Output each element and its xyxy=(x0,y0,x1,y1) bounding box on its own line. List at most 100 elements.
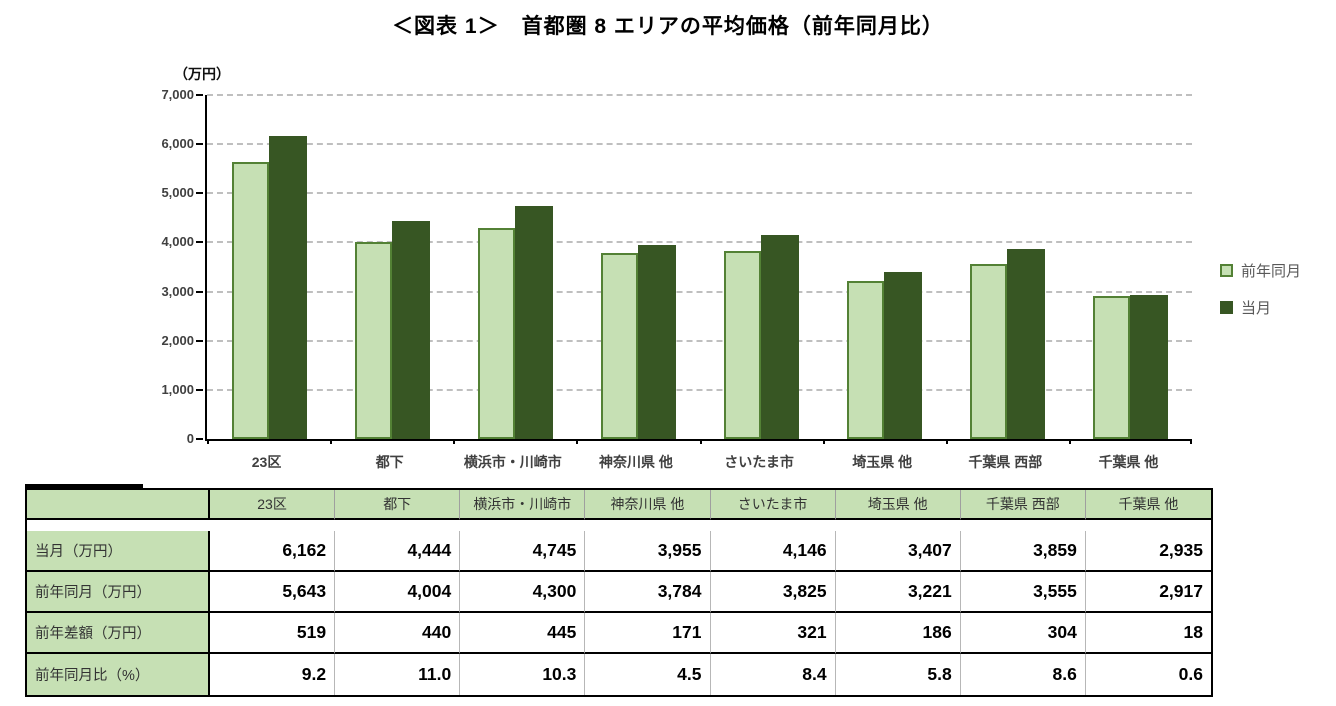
bar-prev-year-month xyxy=(970,264,1008,439)
gridline xyxy=(207,94,1192,96)
table-cell: 4.5 xyxy=(585,654,711,695)
table-cell: 321 xyxy=(710,613,836,654)
table-column-header: さいたま市 xyxy=(710,490,836,520)
table-cell: 4,004 xyxy=(335,572,461,613)
table-cell: 3,221 xyxy=(835,572,961,613)
table-row-label: 前年差額（万円） xyxy=(27,613,210,654)
gridline xyxy=(207,339,1192,342)
category-label: 埼玉県 他 xyxy=(852,454,913,470)
y-tick-mark xyxy=(196,438,203,440)
x-tick-mark xyxy=(330,439,333,444)
y-tick-label: 5,000 xyxy=(161,185,194,201)
bar-group xyxy=(576,95,699,439)
legend-item: 当月 xyxy=(1220,297,1301,318)
bar-prev-year-month xyxy=(724,251,762,439)
table-corner-cell xyxy=(27,490,210,520)
legend-item: 前年同月 xyxy=(1220,260,1301,281)
category-label: 千葉県 西部 xyxy=(968,454,1043,470)
table-cell: 3,784 xyxy=(585,572,711,613)
gridline xyxy=(207,192,1192,195)
table-top-accent xyxy=(25,484,143,489)
bar-current-month xyxy=(1130,295,1169,439)
table-column-header: 千葉県 他 xyxy=(1085,490,1211,520)
legend-swatch-prev-year-month xyxy=(1220,264,1233,277)
gridline xyxy=(207,388,1192,391)
table-cell: 440 xyxy=(335,613,461,654)
legend-swatch-current-month xyxy=(1220,301,1233,314)
category-label: 都下 xyxy=(375,454,404,470)
bar-group xyxy=(207,95,330,439)
table-column-header: 埼玉県 他 xyxy=(835,490,961,520)
x-tick-mark xyxy=(822,439,825,444)
y-tick-mark xyxy=(196,241,203,244)
legend-item-label: 当月 xyxy=(1241,300,1272,317)
x-tick-mark xyxy=(945,439,948,444)
bar-current-month xyxy=(761,235,800,439)
y-tick-mark xyxy=(196,94,203,96)
table-cell: 519 xyxy=(210,613,336,654)
table-cell: 3,955 xyxy=(585,531,711,572)
table-cell: 304 xyxy=(960,613,1086,654)
bar-group xyxy=(453,95,576,439)
table-column-header: 都下 xyxy=(335,490,461,520)
bar-group xyxy=(1069,95,1192,439)
bar-prev-year-month xyxy=(231,162,269,439)
bar-prev-year-month xyxy=(600,253,638,439)
y-tick-label: 4,000 xyxy=(161,234,194,250)
y-tick-mark xyxy=(196,388,203,391)
table-column-header: 神奈川県 他 xyxy=(585,490,711,520)
data-table: 23区 都下 横浜市・川崎市 神奈川県 他さいたま市 埼玉県 他千葉県 西部 千葉県 他当… xyxy=(25,488,1213,697)
bar-current-month xyxy=(391,221,430,439)
bar-current-month xyxy=(884,272,923,439)
table-column-header: 23区 xyxy=(210,490,336,520)
y-tick-mark xyxy=(196,339,203,342)
category-label: 23区 xyxy=(251,454,282,470)
y-tick-label: 6,000 xyxy=(161,136,194,152)
table-cell: 4,745 xyxy=(460,531,586,572)
bar-group xyxy=(700,95,823,439)
table-cell: 11.0 xyxy=(335,654,461,695)
y-axis-title: （万円） xyxy=(174,66,230,82)
table-cell: 10.3 xyxy=(460,654,586,695)
bar-current-month xyxy=(268,136,307,439)
category-label: 千葉県 他 xyxy=(1098,454,1159,470)
table-cell: 5,643 xyxy=(210,572,336,613)
table-row-label: 前年同月比（%） xyxy=(27,654,210,695)
table-cell: 4,300 xyxy=(460,572,586,613)
table-cell: 6,162 xyxy=(210,531,336,572)
x-tick-mark xyxy=(453,439,456,444)
table-cell: 8.6 xyxy=(961,654,1086,695)
table-cell: 4,146 xyxy=(710,531,836,572)
table-cell: 3,555 xyxy=(960,572,1086,613)
table-cell: 4,444 xyxy=(335,531,461,572)
y-tick-mark xyxy=(196,290,203,293)
table-cell: 18 xyxy=(1085,613,1211,654)
table-cell: 9.2 xyxy=(210,654,336,695)
table-row-label: 前年同月（万円） xyxy=(27,572,210,613)
legend-item-label: 前年同月 xyxy=(1241,263,1302,280)
plot-area xyxy=(205,94,1192,444)
bar-current-month xyxy=(637,245,676,439)
y-tick-mark xyxy=(196,143,203,146)
bar-prev-year-month xyxy=(477,228,515,439)
x-tick-mark xyxy=(1190,439,1192,444)
y-tick-label: 0 xyxy=(186,431,194,446)
table-cell: 0.6 xyxy=(1178,664,1203,684)
bar-prev-year-month xyxy=(847,281,885,439)
bar-current-month xyxy=(514,206,553,439)
bar-prev-year-month xyxy=(1093,296,1131,439)
bar-group xyxy=(823,95,946,439)
table-cell: 2,935 xyxy=(1085,531,1211,572)
table-cell: 171 xyxy=(585,613,711,654)
legend: 前年同月 当月 xyxy=(1220,260,1301,334)
y-tick-label: 2,000 xyxy=(161,332,194,348)
gridline xyxy=(207,241,1192,244)
table-column-header: 横浜市・川崎市 xyxy=(460,490,586,520)
x-tick-mark xyxy=(699,439,702,444)
gridline xyxy=(207,290,1192,293)
x-tick-mark xyxy=(576,439,579,444)
bar-group xyxy=(946,95,1069,439)
x-tick-mark xyxy=(207,439,209,444)
table-cell: 186 xyxy=(835,613,961,654)
category-label: 横浜市・川崎市 xyxy=(463,454,562,470)
